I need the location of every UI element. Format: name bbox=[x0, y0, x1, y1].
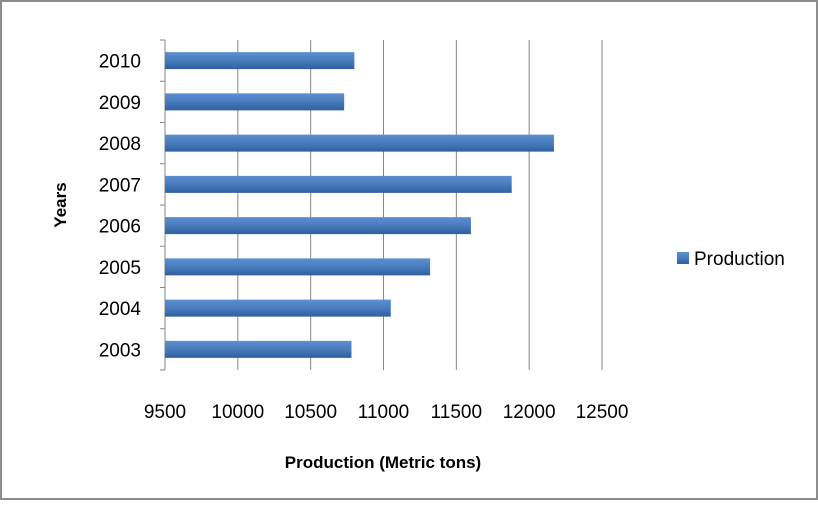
x-tick-label-10000: 10000 bbox=[211, 402, 264, 423]
bar-2005 bbox=[165, 258, 431, 276]
bar-2006 bbox=[165, 217, 471, 235]
category-label-2010: 2010 bbox=[99, 52, 141, 73]
category-label-2006: 2006 bbox=[99, 217, 141, 238]
x-tick-label-9500: 9500 bbox=[144, 402, 186, 423]
x-tick-labels: 9500 10000 10500 11000 11500 12000 12500 bbox=[144, 402, 629, 423]
category-label-2005: 2005 bbox=[99, 258, 141, 279]
legend-label-production: Production bbox=[694, 249, 785, 270]
x-tick-label-11000: 11000 bbox=[358, 402, 409, 423]
category-label-2004: 2004 bbox=[99, 299, 142, 320]
x-tick-label-10500: 10500 bbox=[284, 402, 337, 423]
bar-2004 bbox=[165, 299, 391, 317]
bar-2008 bbox=[165, 134, 554, 152]
legend: Production bbox=[677, 249, 785, 270]
category-label-2008: 2008 bbox=[99, 134, 141, 155]
bar-2003 bbox=[165, 340, 352, 358]
bar-2009 bbox=[165, 93, 345, 111]
category-label-2003: 2003 bbox=[99, 340, 141, 361]
x-tick-label-11500: 11500 bbox=[431, 402, 482, 423]
x-axis-title: Production (Metric tons) bbox=[285, 453, 481, 472]
category-tick-marks bbox=[160, 39, 165, 371]
legend-swatch-production bbox=[677, 252, 689, 264]
bar-2007 bbox=[165, 175, 512, 193]
bar-2010 bbox=[165, 52, 355, 70]
bars bbox=[165, 52, 554, 358]
category-label-2009: 2009 bbox=[99, 93, 141, 114]
category-label-2007: 2007 bbox=[99, 175, 141, 196]
x-tick-label-12500: 12500 bbox=[576, 402, 629, 423]
category-labels: 2010 2009 2008 2007 2006 2005 2004 2003 bbox=[99, 52, 142, 362]
x-tick-label-12000: 12000 bbox=[503, 402, 556, 423]
y-axis-title: Years bbox=[51, 182, 70, 227]
